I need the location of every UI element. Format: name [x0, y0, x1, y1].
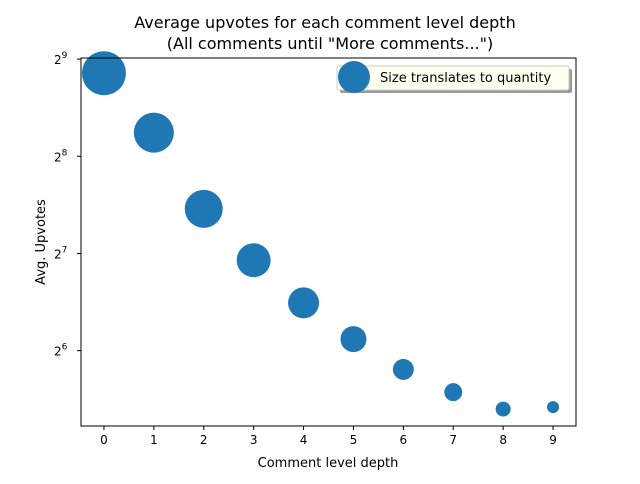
data-point: [444, 383, 463, 402]
data-point: [495, 401, 511, 417]
x-tick-label: 0: [100, 433, 108, 447]
chart-title: Average upvotes for each comment level d…: [134, 13, 515, 32]
y-axis-label: Avg. Upvotes: [34, 199, 49, 285]
chart-subtitle: (All comments until "More comments..."): [167, 34, 493, 53]
x-axis-label: Comment level depth: [258, 456, 399, 471]
y-tick-label: 29: [54, 51, 68, 67]
x-tick-label: 5: [350, 433, 358, 447]
data-point: [288, 287, 320, 319]
x-tick-label: 9: [549, 433, 557, 447]
data-point: [340, 326, 367, 353]
data-point: [392, 358, 414, 380]
x-tick-label: 1: [150, 433, 158, 447]
data-point: [547, 401, 560, 414]
legend-box: [336, 65, 570, 91]
data-point: [184, 189, 223, 228]
y-tick-label: 28: [54, 148, 68, 164]
x-tick-label: 8: [499, 433, 507, 447]
legend-marker: [338, 61, 370, 93]
x-tick-label: 3: [250, 433, 258, 447]
data-point: [236, 243, 271, 278]
legend-label: Size translates to quantity: [380, 71, 552, 86]
x-tick-label: 2: [200, 433, 208, 447]
data-point: [133, 112, 174, 153]
y-tick-label: 26: [54, 343, 68, 359]
y-tick-label: 27: [54, 245, 67, 261]
x-tick-label: 6: [400, 433, 408, 447]
data-point: [81, 51, 126, 96]
legend: Size translates to quantity: [336, 61, 572, 93]
x-tick-label: 4: [300, 433, 308, 447]
x-tick-label: 7: [449, 433, 457, 447]
plot-frame: [80, 57, 577, 427]
